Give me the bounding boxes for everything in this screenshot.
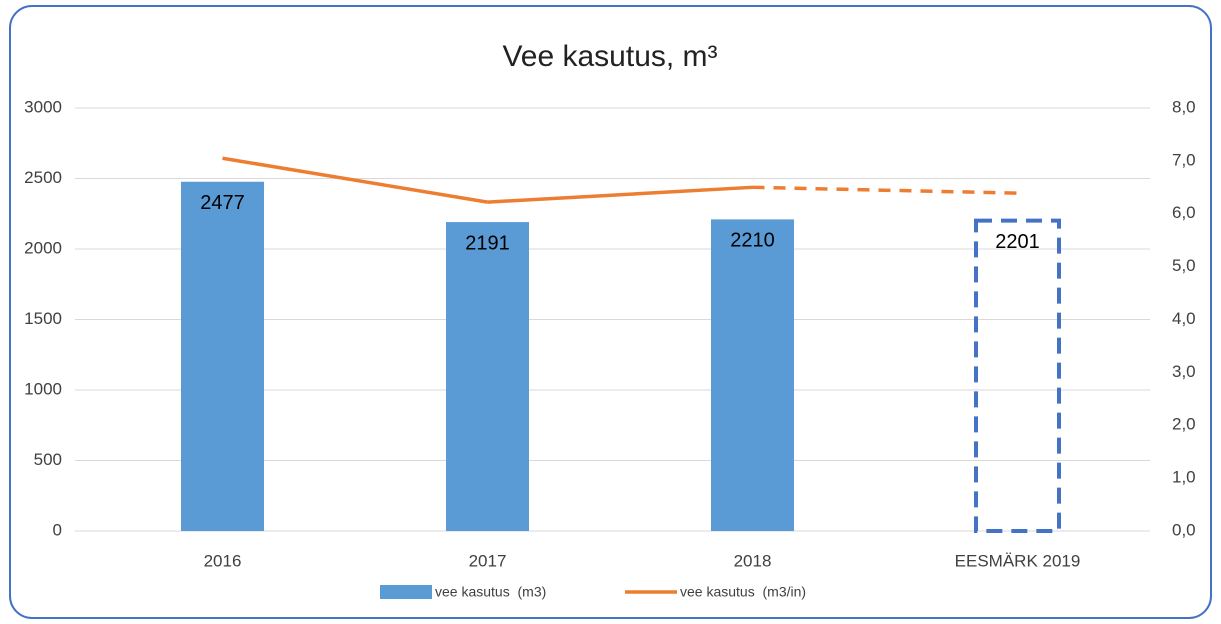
legend-label: vee kasutus (m3) — [435, 584, 546, 600]
y2-tick-label: 5,0 — [1172, 256, 1196, 275]
bar — [181, 181, 264, 532]
y2-tick-label: 1,0 — [1172, 468, 1196, 487]
y-tick-label: 1500 — [24, 309, 62, 328]
x-tick-label: 2017 — [469, 551, 507, 570]
y2-tick-label: 4,0 — [1172, 309, 1196, 328]
data-label: 2210 — [730, 230, 775, 252]
y2-tick-label: 6,0 — [1172, 203, 1196, 222]
y2-tick-label: 8,0 — [1172, 97, 1196, 116]
data-label: 2477 — [200, 192, 245, 214]
x-tick-label: 2016 — [204, 551, 242, 570]
x-tick-label: 2018 — [734, 551, 772, 570]
y-tick-label: 2500 — [24, 168, 62, 187]
bar — [711, 219, 794, 531]
bar — [446, 222, 529, 531]
y-tick-label: 0 — [53, 520, 62, 539]
data-label: 2191 — [465, 232, 510, 254]
y2-tick-label: 3,0 — [1172, 362, 1196, 381]
line-segment — [487, 185, 753, 204]
y-tick-label: 2000 — [24, 238, 62, 257]
legend-label: vee kasutus (m3/in) — [680, 584, 806, 600]
line-segment — [222, 156, 488, 204]
y2-tick-label: 7,0 — [1172, 150, 1196, 169]
chart-border — [9, 5, 1212, 619]
data-label: 2201 — [995, 231, 1040, 253]
y-tick-label: 1000 — [24, 379, 62, 398]
legend-swatch — [380, 585, 432, 599]
y2-tick-label: 0,0 — [1172, 520, 1196, 539]
line-segment — [752, 185, 1018, 195]
y-tick-label: 500 — [34, 450, 62, 469]
x-tick-label: EESMÄRK 2019 — [955, 551, 1081, 570]
bar — [974, 218, 1061, 533]
y2-tick-label: 2,0 — [1172, 415, 1196, 434]
chart-title: Vee kasutus, m³ — [502, 40, 717, 73]
y-tick-label: 3000 — [24, 97, 62, 116]
